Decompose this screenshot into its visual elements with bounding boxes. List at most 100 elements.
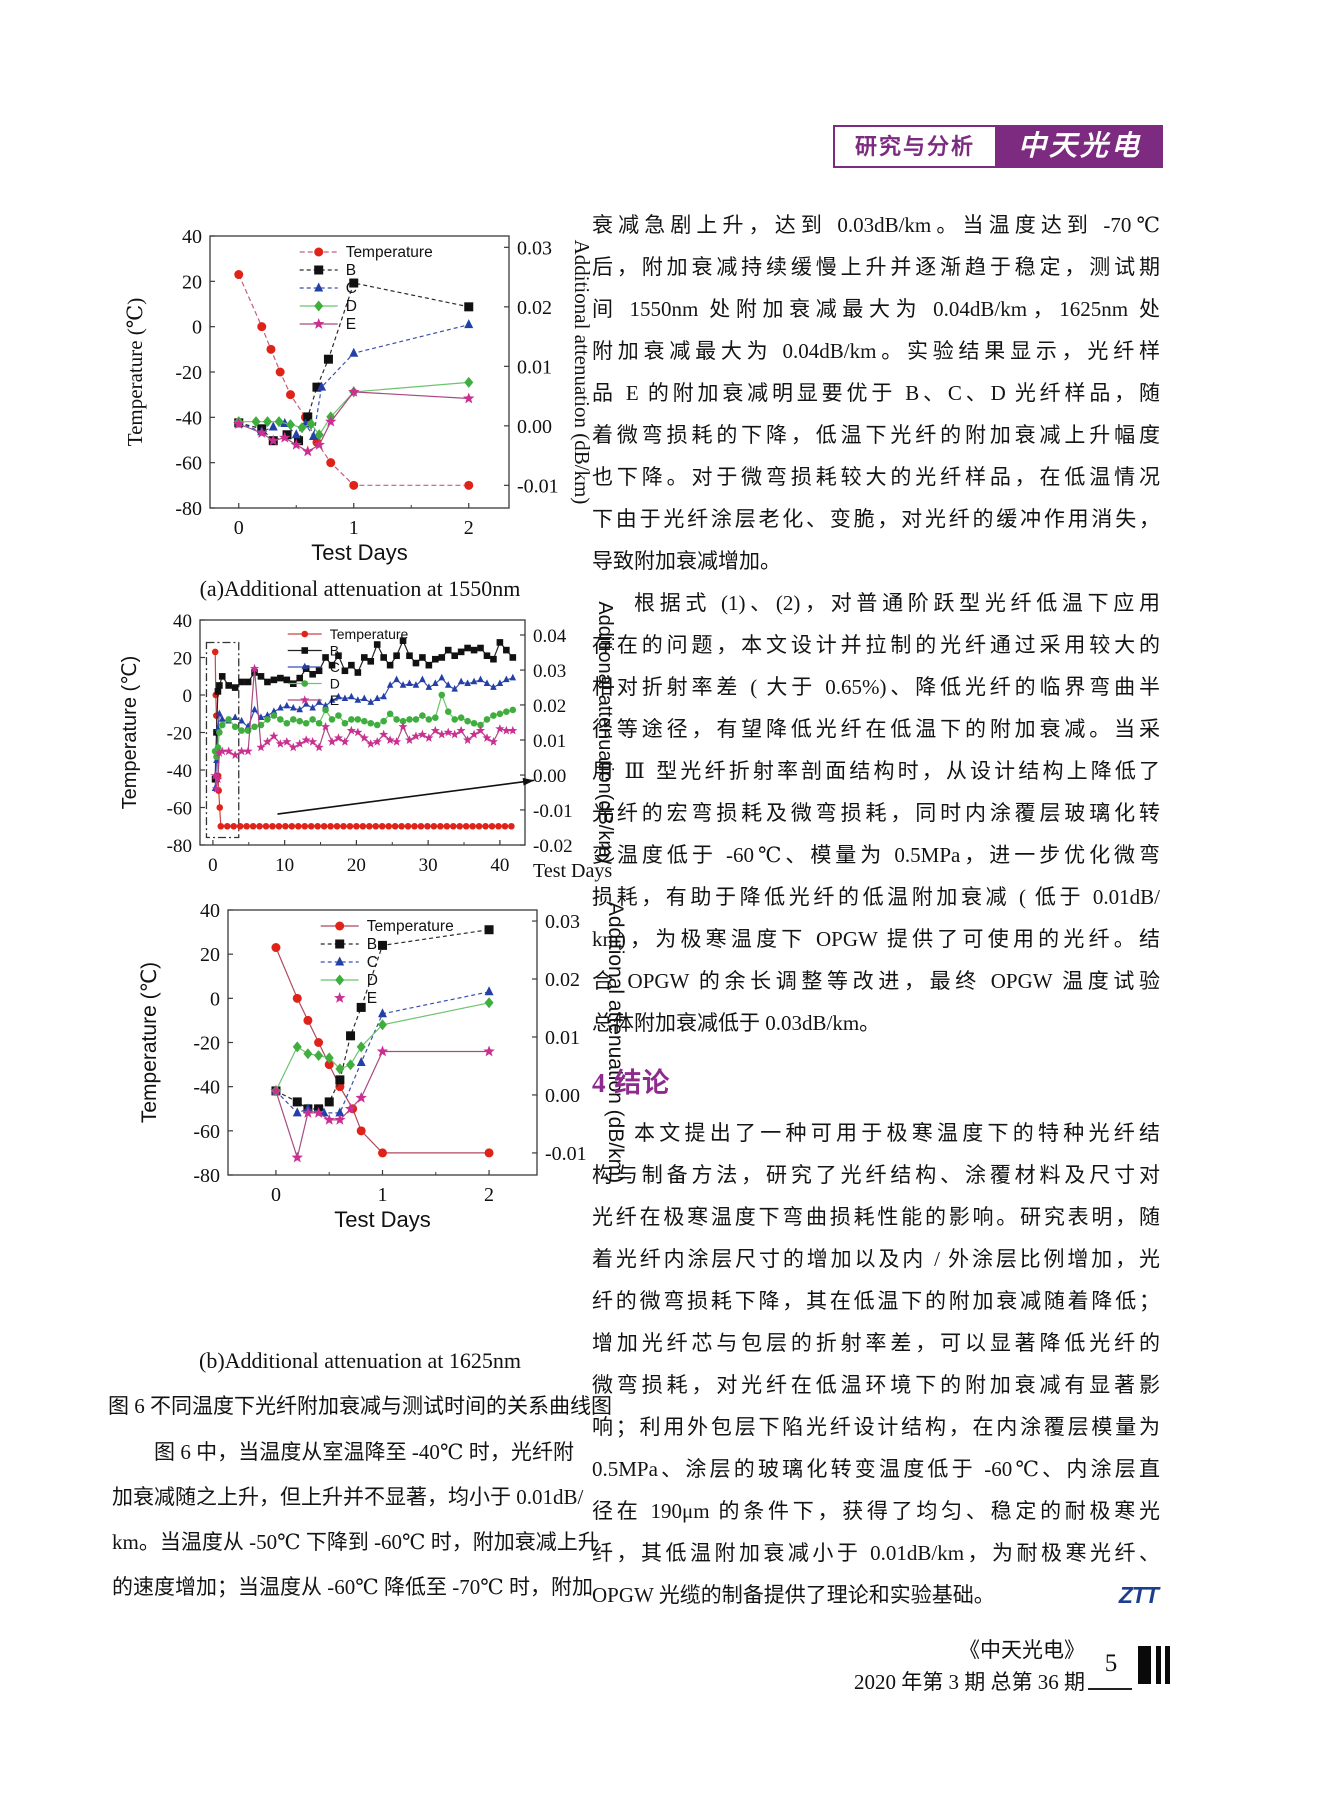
text-line: 构与制备方法，研究了光纤结构、涂覆材料及尺寸对 bbox=[592, 1163, 1160, 1187]
svg-text:20: 20 bbox=[182, 271, 202, 293]
text-line: km。当温度从 -50℃ 下降到 -60℃ 时，附加衰减上升 bbox=[112, 1530, 599, 1554]
conclusion-paragraph: 本文提出了一种可用于极寒温度下的特种光纤结构与制备方法，研究了光纤结构、涂覆材料… bbox=[592, 1112, 1160, 1616]
svg-text:B: B bbox=[330, 643, 339, 659]
svg-text:0.01: 0.01 bbox=[545, 1027, 580, 1049]
svg-text:-20: -20 bbox=[175, 362, 202, 384]
text-line: 衰减急剧上升，达到 0.03dB/km。当温度达到 -70℃ bbox=[592, 213, 1160, 237]
svg-text:C: C bbox=[330, 659, 340, 675]
svg-text:0.02: 0.02 bbox=[545, 969, 580, 991]
svg-text:40: 40 bbox=[490, 855, 509, 876]
svg-text:-20: -20 bbox=[167, 724, 192, 745]
svg-text:-80: -80 bbox=[175, 498, 202, 520]
text-line: 存在的问题，本文设计并拉制的光纤通过采用较大的 bbox=[592, 633, 1160, 657]
svg-text:E: E bbox=[346, 316, 356, 333]
svg-text:Temperature: Temperature bbox=[330, 626, 409, 642]
svg-text:40: 40 bbox=[182, 226, 202, 248]
text-line: 纤的微弯损耗下降，其在低温下的附加衰减随着降低； bbox=[592, 1289, 1160, 1313]
text-line: 光纤的宏弯损耗及微弯损耗，同时内涂覆层玻璃化转 bbox=[592, 801, 1160, 825]
svg-text:E: E bbox=[330, 692, 339, 708]
svg-text:2: 2 bbox=[464, 517, 474, 539]
footer-journal-name: 《中天光电》 bbox=[959, 1638, 1085, 1662]
svg-text:-80: -80 bbox=[167, 836, 192, 857]
text-line: 的速度增加；当温度从 -60℃ 降低至 -70℃ 时，附加 bbox=[112, 1575, 593, 1599]
text-line: 纤，其低温附加衰减小于 0.01dB/km，为耐极寒光纤、 bbox=[592, 1541, 1160, 1565]
text-line: 后，附加衰减持续缓慢上升并逐渐趋于稳定，测试期 bbox=[592, 255, 1160, 279]
svg-text:-60: -60 bbox=[193, 1121, 220, 1143]
brand-logo: 中天光电 bbox=[997, 125, 1163, 168]
svg-text:Temperature: Temperature bbox=[367, 918, 454, 935]
svg-text:-0.01: -0.01 bbox=[545, 1143, 587, 1165]
svg-text:-20: -20 bbox=[193, 1033, 220, 1055]
svg-text:10: 10 bbox=[275, 855, 294, 876]
text-line: 径等途径，有望降低光纤在低温下的附加衰减。当采 bbox=[592, 717, 1160, 741]
text-line: 径在 190μm 的条件下，获得了均匀、稳定的耐极寒光 bbox=[592, 1499, 1160, 1523]
svg-text:0.02: 0.02 bbox=[517, 297, 552, 319]
svg-text:20: 20 bbox=[200, 944, 220, 966]
svg-text:Temperature (℃): Temperature (℃) bbox=[123, 298, 147, 447]
text-line: 着光纤内涂层尺寸的增加以及内 / 外涂层比例增加，光 bbox=[592, 1247, 1160, 1271]
section-heading: 4 结论 bbox=[592, 1068, 671, 1098]
svg-text:1: 1 bbox=[349, 517, 359, 539]
svg-text:-60: -60 bbox=[167, 799, 192, 820]
text-line: 损耗，有助于降低光纤的低温附加衰减 ( 低于 0.01dB/ bbox=[592, 885, 1160, 909]
svg-text:Test Days: Test Days bbox=[533, 860, 612, 882]
svg-text:0.03: 0.03 bbox=[517, 237, 552, 259]
svg-text:0: 0 bbox=[183, 686, 193, 707]
svg-text:Temperature (℃): Temperature (℃) bbox=[138, 962, 161, 1123]
svg-text:-40: -40 bbox=[193, 1077, 220, 1099]
text-line: 加衰减随之上升，但上升并不显著，均小于 0.01dB/ bbox=[112, 1485, 584, 1509]
left-paragraph: 图 6 中，当温度从室温降至 -40℃ 时，光纤附 加衰减随之上升，但上升并不显著… bbox=[112, 1430, 599, 1610]
text-line: OPGW 光缆的制备提供了理论和实验基础。 ZTT bbox=[592, 1574, 1160, 1616]
svg-text:-0.02: -0.02 bbox=[533, 836, 573, 857]
ztt-logo: ZTT bbox=[1118, 1582, 1159, 1608]
svg-text:0: 0 bbox=[271, 1184, 281, 1206]
svg-text:C: C bbox=[367, 954, 378, 971]
svg-text:Test Days: Test Days bbox=[334, 1207, 431, 1232]
text-line: 相对折射率差 ( 大于 0.65%)、降低光纤的临界弯曲半 bbox=[592, 675, 1160, 699]
text-line: 着微弯损耗的下降，低温下光纤的附加衰减上升幅度 bbox=[592, 423, 1160, 447]
svg-text:B: B bbox=[367, 936, 377, 953]
svg-text:Additional attenuation (dB/km: Additional attenuation (dB/km) bbox=[604, 902, 627, 1183]
text-line: 品 E 的附加衰减明显要优于 B、C、D 光纤样品，随 bbox=[592, 381, 1160, 405]
paragraph-2: 根据式 (1)、(2)，对普通阶跃型光纤低温下应用存在的问题，本文设计并拉制的光… bbox=[592, 582, 1160, 1044]
footer-bars-icon bbox=[1138, 1646, 1170, 1684]
svg-text:0.03: 0.03 bbox=[533, 661, 566, 682]
svg-text:-60: -60 bbox=[175, 453, 202, 475]
svg-text:-0.01: -0.01 bbox=[517, 475, 559, 497]
text-line: 光纤在极寒温度下弯曲损耗性能的影响。研究表明，随 bbox=[592, 1205, 1160, 1229]
svg-text:E: E bbox=[367, 990, 377, 1007]
svg-text:D: D bbox=[330, 676, 340, 692]
text-line: 变温度低于 -60℃、模量为 0.5MPa，进一步优化微弯 bbox=[592, 843, 1160, 867]
text-line: 微弯损耗，对光纤在低温环境下的附加衰减有显著影 bbox=[592, 1373, 1160, 1397]
text-line: 也下降。对于微弯损耗较大的光纤样品，在低温情况 bbox=[592, 465, 1160, 489]
text-line: 本文提出了一种可用于极寒温度下的特种光纤结 bbox=[634, 1121, 1160, 1145]
figure-caption-b: (b)Additional attenuation at 1625nm bbox=[199, 1348, 521, 1373]
text-line: 0.5MPa、涂层的玻璃化转变温度低于 -60℃、内涂层直 bbox=[592, 1457, 1160, 1481]
svg-text:C: C bbox=[346, 280, 357, 297]
text-line: 附加衰减最大为 0.04dB/km。实验结果显示，光纤样 bbox=[592, 339, 1160, 363]
chart-additional-attenuation-40days: 40 20 0 -20 -40 -60 -80 0 10 20 30 40 0.04 0.03 0.02 0.… bbox=[119, 601, 616, 882]
svg-text:Temperature (℃): Temperature (℃) bbox=[119, 656, 141, 810]
section-tag: 研究与分析 bbox=[833, 125, 997, 168]
chart-additional-attenuation-1625nm: 40 20 0 -20 -40 -60 -80 0 1 2 0.03 0.02 0.01 0.00 -0.0… bbox=[138, 900, 627, 1232]
svg-text:0.01: 0.01 bbox=[517, 356, 552, 378]
svg-text:30: 30 bbox=[419, 855, 438, 876]
svg-text:-0.01: -0.01 bbox=[533, 801, 573, 822]
svg-text:0: 0 bbox=[234, 517, 244, 539]
svg-text:0.00: 0.00 bbox=[545, 1085, 580, 1107]
svg-text:Additional attenuation(dB/km): Additional attenuation(dB/km) bbox=[594, 601, 616, 863]
svg-text:2: 2 bbox=[484, 1184, 494, 1206]
svg-text:0.00: 0.00 bbox=[517, 416, 552, 438]
svg-text:Temperature: Temperature bbox=[346, 244, 433, 261]
svg-text:0.04: 0.04 bbox=[533, 626, 567, 647]
figure-6-caption: 图 6 不同温度下光纤附加衰减与测试时间的关系曲线图 bbox=[108, 1394, 612, 1418]
svg-text:0.03: 0.03 bbox=[545, 911, 580, 933]
svg-text:0: 0 bbox=[210, 988, 220, 1010]
svg-text:0: 0 bbox=[208, 855, 218, 876]
svg-text:20: 20 bbox=[173, 649, 192, 670]
text-column: 衰减急剧上升，达到 0.03dB/km。当温度达到 -70℃ 后，附加衰减持续缓慢… bbox=[592, 204, 1160, 1616]
text-line: 根据式 (1)、(2)，对普通阶跃型光纤低温下应用 bbox=[634, 591, 1160, 615]
text-line: km)，为极寒温度下 OPGW 提供了可使用的光纤。结 bbox=[592, 927, 1160, 951]
text-line: 增加光纤芯与包层的折射率差，可以显著降低光纤的 bbox=[592, 1331, 1160, 1355]
text-line: 响；利用外包层下陷光纤设计结构，在内涂覆层模量为 bbox=[592, 1415, 1160, 1439]
